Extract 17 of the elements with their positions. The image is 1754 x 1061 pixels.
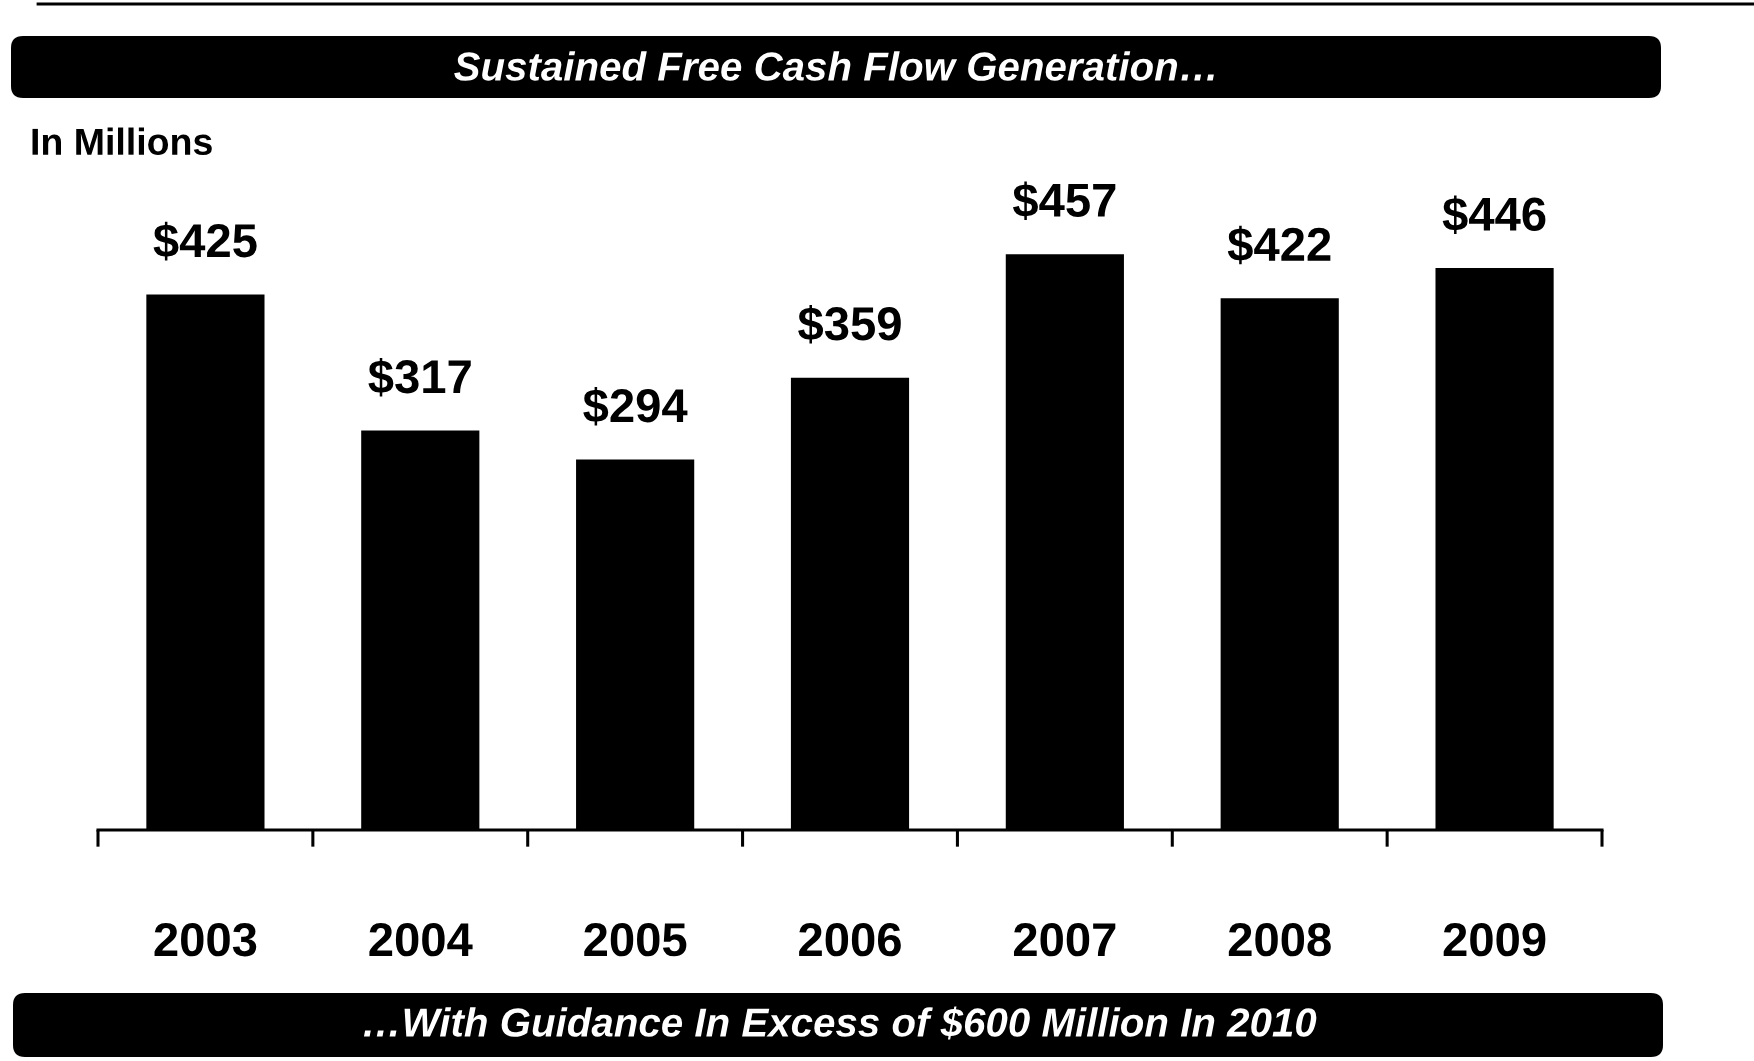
data-label: $359 xyxy=(798,305,901,344)
x-tick-label: 2007 xyxy=(1013,922,1116,957)
x-tick-label: 2003 xyxy=(154,922,257,957)
data-label: $425 xyxy=(153,221,257,261)
x-tick-label: 2006 xyxy=(799,922,901,957)
x-tick-label: 2005 xyxy=(584,922,687,957)
y-axis-title: In Millions xyxy=(32,127,212,156)
data-label: $457 xyxy=(1012,181,1116,221)
data-label: $422 xyxy=(1227,225,1331,265)
data-label: $294 xyxy=(583,386,688,426)
chart-title: Sustained Free Cash Flow Generation… xyxy=(454,51,1214,81)
data-label: $446 xyxy=(1442,195,1546,234)
data-label: $317 xyxy=(368,357,471,397)
text: …With Guidance In Excess of $600 Million In 2010 xyxy=(363,1006,1317,1040)
x-tick-label: 2004 xyxy=(369,922,473,957)
x-tick-label: 2009 xyxy=(1443,922,1546,957)
x-tick-label: 2008 xyxy=(1228,922,1331,957)
